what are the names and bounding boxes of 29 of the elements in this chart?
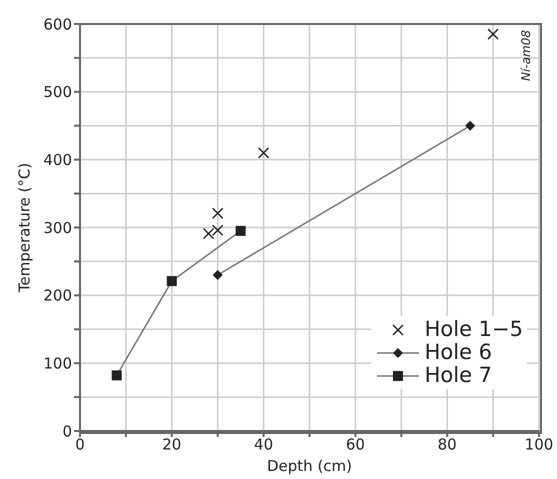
x-tick-label: 100 bbox=[524, 436, 554, 454]
legend-label: Hole 6 bbox=[424, 340, 492, 364]
point bbox=[212, 208, 224, 219]
annotation: Ní-am08 bbox=[519, 30, 533, 81]
y-tick-label: 400 bbox=[43, 150, 72, 169]
point bbox=[212, 270, 223, 280]
x-axis-title: Depth (cm) bbox=[266, 457, 352, 475]
point bbox=[487, 28, 499, 40]
x-tick-label: 80 bbox=[438, 436, 457, 454]
x-tick-label: 20 bbox=[162, 436, 182, 454]
legend-label: Hole 1−5 bbox=[424, 317, 523, 341]
point bbox=[465, 120, 476, 131]
y-tick-label: 100 bbox=[43, 354, 72, 372]
point bbox=[236, 226, 246, 236]
point bbox=[202, 228, 214, 240]
point bbox=[166, 276, 177, 286]
y-tick-label: 200 bbox=[43, 286, 72, 305]
point bbox=[212, 224, 224, 236]
y-tick-label: 300 bbox=[43, 218, 72, 237]
point bbox=[112, 370, 122, 380]
x-tick-label: 60 bbox=[346, 436, 365, 454]
legend-label: Hole 7 bbox=[424, 363, 492, 387]
x-tick-label: 0 bbox=[75, 436, 85, 454]
x-tick-label: 40 bbox=[254, 436, 274, 454]
y-tick-label: 500 bbox=[43, 83, 72, 102]
point bbox=[258, 147, 270, 159]
y-tick-label: 600 bbox=[43, 15, 72, 34]
y-tick-label: 0 bbox=[62, 422, 72, 440]
y-axis-title: Temperature (°C) bbox=[15, 162, 34, 294]
